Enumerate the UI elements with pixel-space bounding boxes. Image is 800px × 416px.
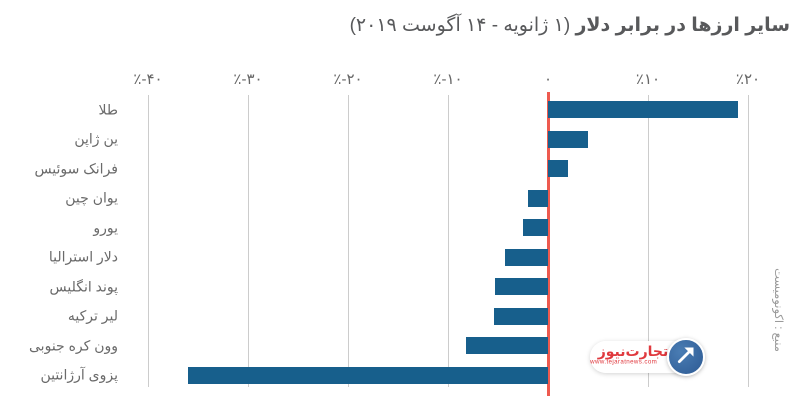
brand-word-news: نیوز	[597, 343, 626, 359]
bar	[548, 101, 738, 119]
brand-url: www.tejaratnews.com	[590, 358, 658, 366]
gridline	[248, 95, 249, 387]
x-tick-label: ۰	[543, 71, 553, 88]
bar	[548, 160, 568, 178]
brand-word-tejarat: تجارت	[625, 343, 669, 359]
zero-line	[546, 92, 550, 396]
category-label: وون کره جنوبی	[29, 337, 118, 354]
arrow-northeast-icon	[676, 345, 696, 370]
gridline	[648, 95, 649, 387]
category-label: ین ژاپن	[74, 130, 118, 147]
x-tick-label: ٪-۴۰	[133, 71, 163, 88]
chart-title: سایر ارزها در برابر دلار (۱ ژانویه - ۱۴ …	[350, 14, 790, 37]
bar	[188, 366, 548, 384]
category-label: دلار استرالیا	[48, 248, 118, 265]
x-tick-label: ٪-۲۰	[333, 71, 363, 88]
category-label: پزوی آرژانتین	[40, 366, 118, 383]
brand-circle	[667, 338, 705, 376]
category-label: فرانک سوئیس	[34, 160, 118, 177]
gridline	[448, 95, 449, 387]
category-label: یوان چین	[65, 189, 118, 206]
bar	[523, 219, 548, 237]
gridline	[148, 95, 149, 387]
tejaratnews-watermark: تجارت‌نیوز www.tejaratnews.com	[590, 338, 705, 376]
brand-name: تجارت‌نیوز	[594, 344, 672, 359]
bar	[494, 307, 548, 325]
category-label: لیر ترکیه	[67, 307, 118, 324]
x-tick-label: ٪۱۰	[635, 71, 661, 88]
tejaratnews-wordmark: تجارت‌نیوز www.tejaratnews.com	[590, 344, 672, 369]
bar	[495, 278, 548, 296]
chart-title-daterange: (۱ ژانویه - ۱۴ آگوست ۲۰۱۹)	[349, 15, 571, 36]
bar	[466, 337, 548, 355]
category-label: طلا	[98, 101, 119, 118]
x-tick-label: ٪-۱۰	[433, 71, 463, 88]
category-label: پوند انگلیس	[49, 278, 119, 295]
gridline	[348, 95, 349, 387]
x-tick-label: ٪-۳۰	[233, 71, 263, 88]
x-tick-label: ٪۲۰	[735, 71, 761, 88]
gridline	[748, 95, 749, 387]
bar	[528, 189, 548, 207]
source-label: منبع : اکونومیست	[772, 268, 784, 352]
bar	[548, 130, 588, 148]
chart-title-main: سایر ارزها در برابر دلار	[575, 15, 790, 36]
bar	[505, 248, 548, 266]
category-label: یورو	[93, 219, 118, 236]
